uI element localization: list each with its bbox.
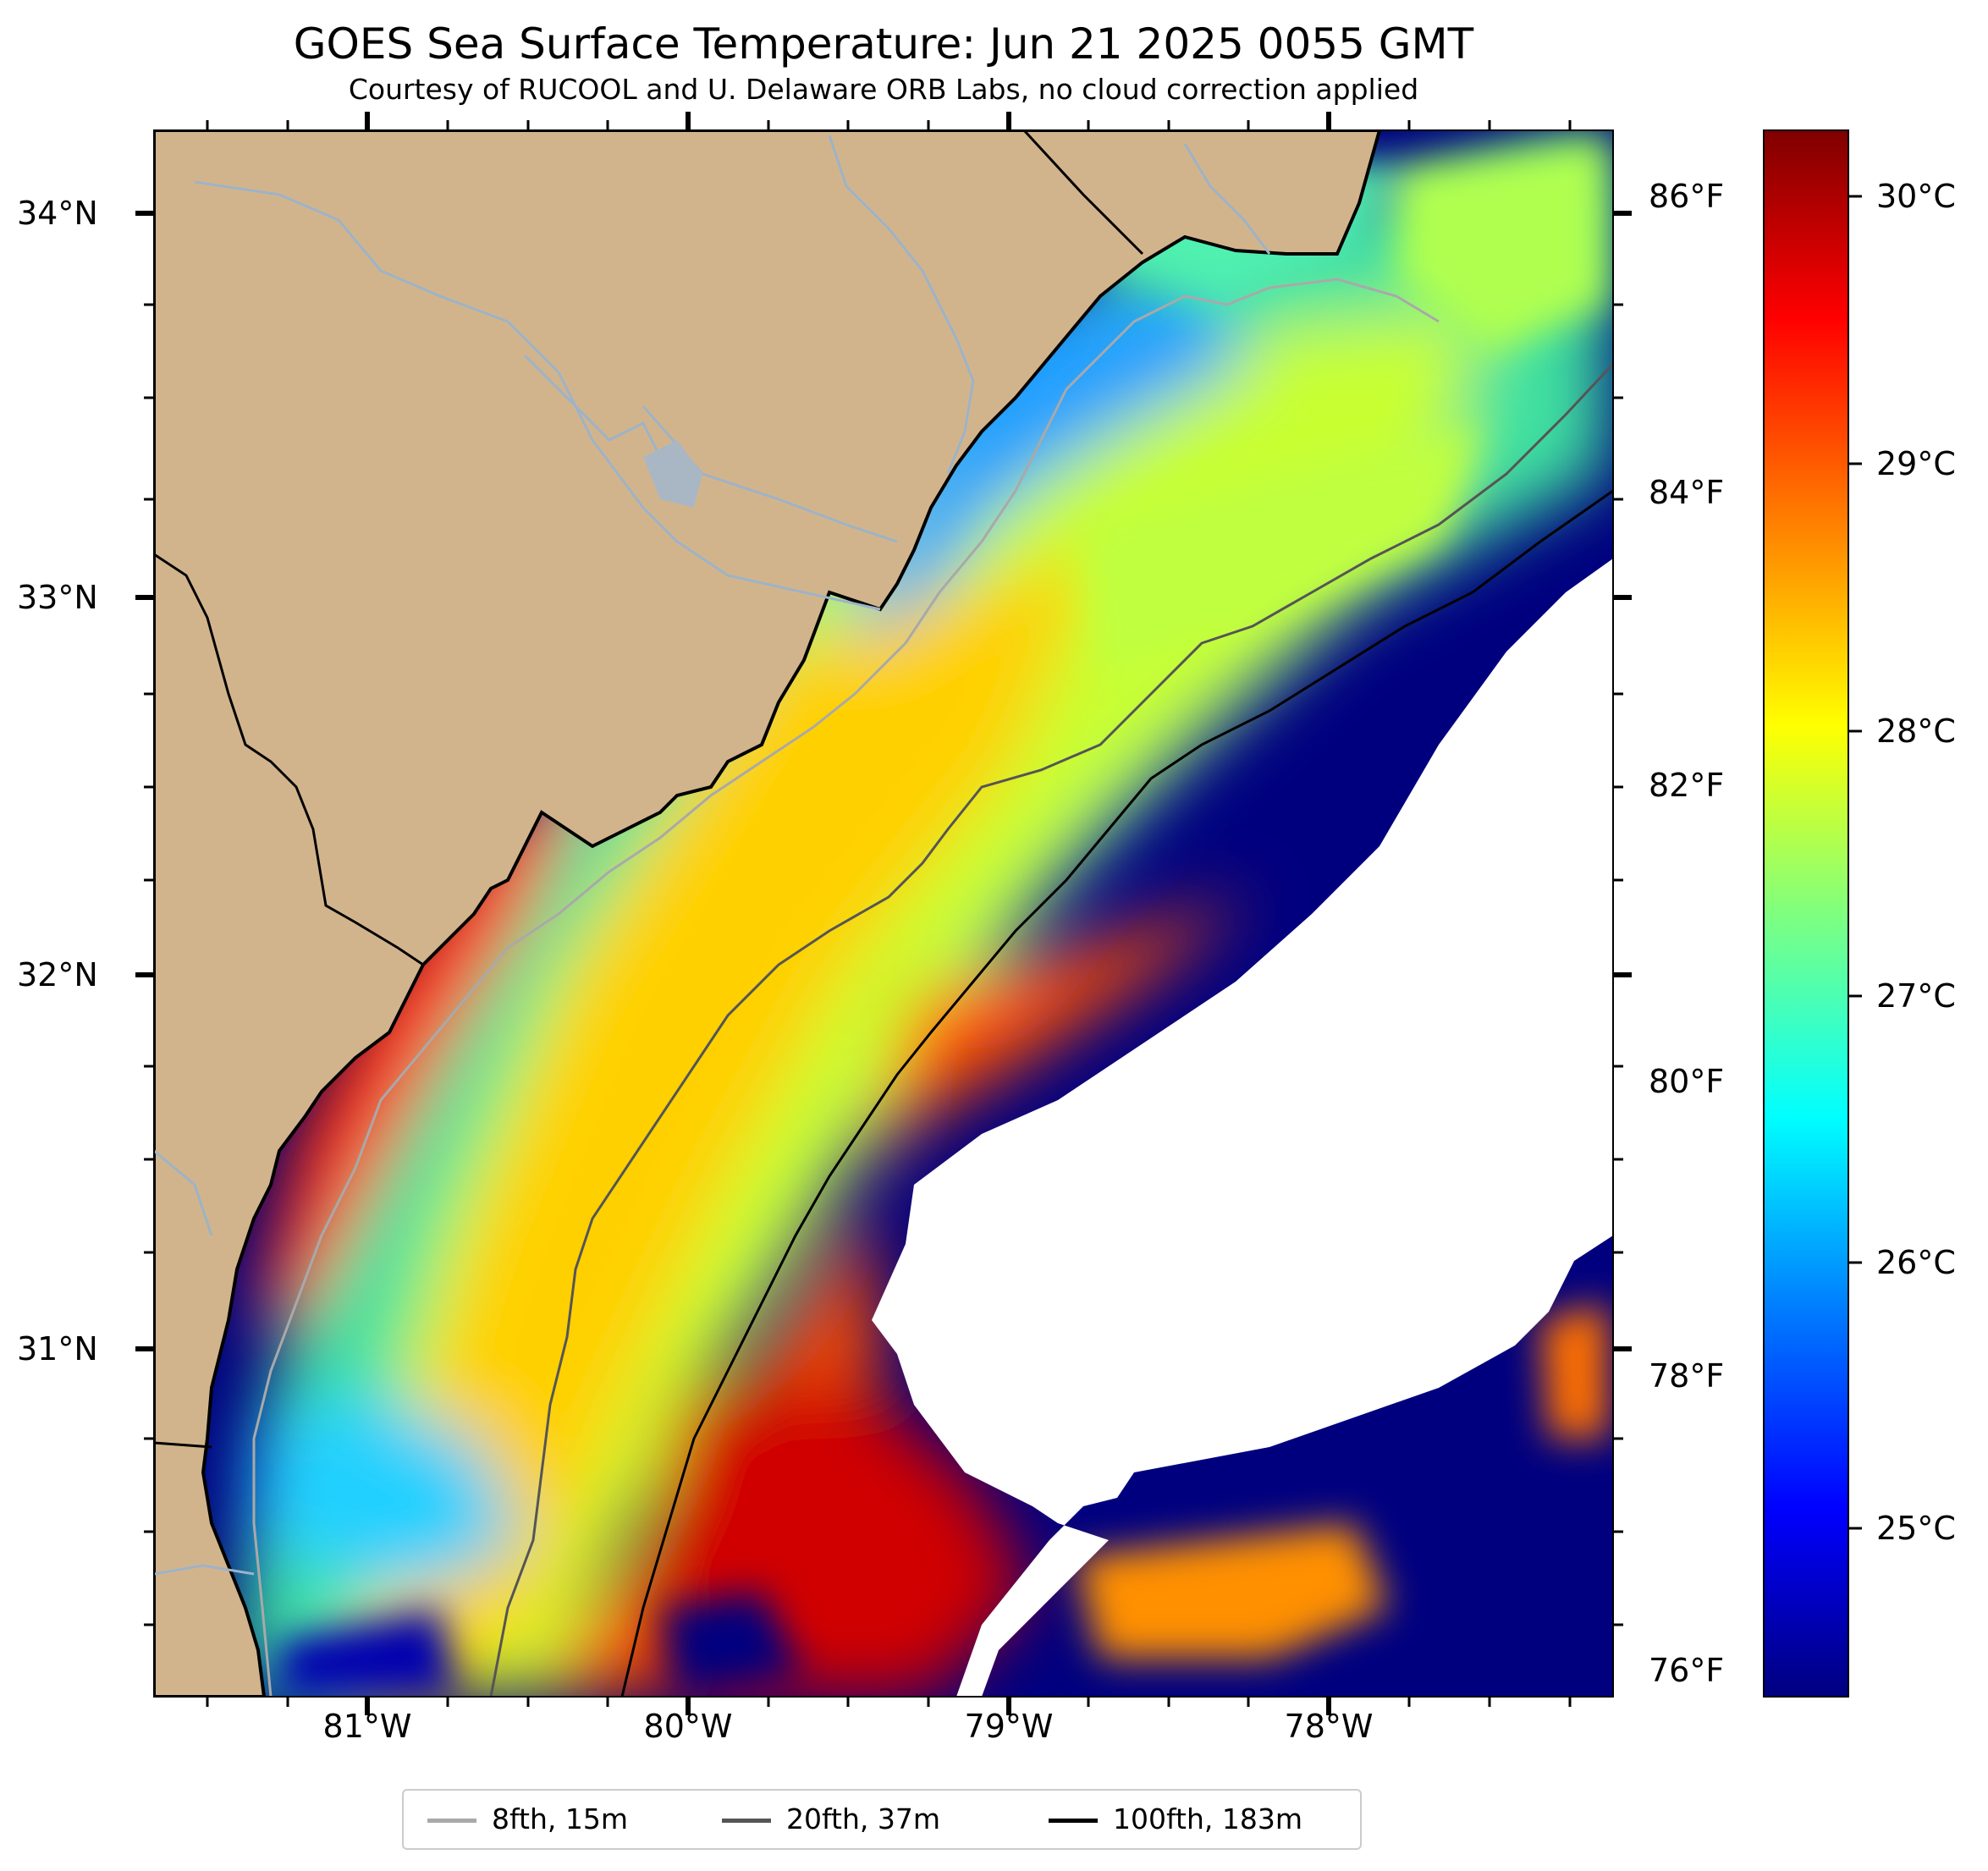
legend-label-100fth: 100fth, 183m — [1113, 1802, 1302, 1835]
lat-label-33n: 33°N — [17, 579, 98, 616]
lat-label-32n: 32°N — [17, 956, 98, 993]
lon-label-78w: 78°W — [1284, 1708, 1374, 1745]
right-ticks — [1613, 211, 1632, 1626]
map-subtitle: Courtesy of RUCOOL and U. Delaware ORB L… — [348, 73, 1419, 106]
colorbar-label-26c: 26°C — [1876, 1244, 1956, 1281]
fahrenheit-label-84: 84°F — [1649, 474, 1725, 511]
colorbar-label-28c: 28°C — [1876, 713, 1956, 750]
lon-label-80w: 80°W — [643, 1708, 733, 1745]
land-coastline — [154, 130, 1382, 1697]
fahrenheit-label-86: 86°F — [1649, 178, 1725, 215]
rivers — [154, 135, 1271, 1576]
colorbar-label-30c: 30°C — [1876, 178, 1956, 215]
lat-ticks — [135, 211, 154, 1626]
lon-label-79w: 79°W — [964, 1708, 1054, 1745]
legend-line-20fth — [722, 1819, 771, 1823]
legend-line-100fth — [1049, 1819, 1098, 1823]
colorbar-ticks — [1848, 195, 1862, 1530]
contour-legend: 8fth, 15m 20fth, 37m 100fth, 183m — [402, 1789, 1362, 1850]
fahrenheit-label-80: 80°F — [1649, 1063, 1725, 1100]
lon-ticks — [206, 1697, 1572, 1715]
legend-line-8fth — [427, 1819, 476, 1823]
no-data-region — [872, 559, 1613, 1697]
colorbar-label-25c: 25°C — [1876, 1510, 1956, 1547]
lat-label-31n: 31°N — [17, 1330, 98, 1367]
state-borders — [154, 130, 1144, 1449]
map-frame — [153, 129, 1614, 1698]
fahrenheit-label-82: 82°F — [1649, 767, 1725, 804]
colorbar — [1763, 129, 1849, 1698]
top-ticks — [206, 112, 1572, 130]
map-area — [154, 130, 1613, 1697]
depth-contours — [252, 278, 1613, 1697]
legend-label-20fth: 20fth, 37m — [786, 1802, 940, 1835]
colorbar-label-27c: 27°C — [1876, 977, 1956, 1015]
map-title: GOES Sea Surface Temperature: Jun 21 202… — [293, 19, 1474, 69]
fahrenheit-label-78: 78°F — [1649, 1357, 1725, 1395]
legend-label-8fth: 8fth, 15m — [492, 1802, 629, 1835]
lon-label-81w: 81°W — [322, 1708, 412, 1745]
lat-label-34n: 34°N — [17, 195, 98, 232]
fahrenheit-label-76: 76°F — [1649, 1652, 1725, 1689]
colorbar-label-29c: 29°C — [1876, 445, 1956, 482]
